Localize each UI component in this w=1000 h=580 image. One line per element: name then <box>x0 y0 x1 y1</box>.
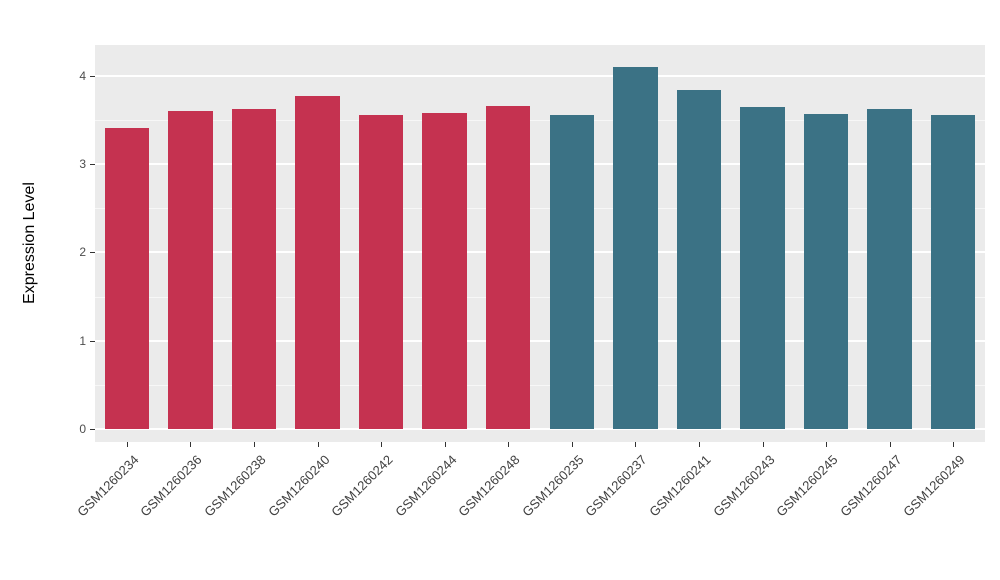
y-tick-label: 2 <box>79 245 86 260</box>
bar-GSM1260242 <box>358 114 404 429</box>
gridline-minor <box>95 384 985 386</box>
x-tick-mark <box>508 442 510 447</box>
x-tick-mark <box>826 442 828 447</box>
bar-GSM1260247 <box>867 108 912 429</box>
x-tick-mark <box>571 442 573 447</box>
gridline-minor <box>95 120 985 122</box>
x-tick-mark <box>889 442 891 447</box>
x-tick-mark <box>381 442 383 447</box>
gridline-major <box>95 251 985 254</box>
bar-GSM1260249 <box>930 114 976 429</box>
y-tick-label: 0 <box>79 422 86 436</box>
x-tick-mark <box>190 442 192 447</box>
x-tick-mark <box>635 442 637 447</box>
x-tick-label: GSM1260234 <box>74 452 142 520</box>
y-tick-mark <box>90 252 95 254</box>
y-tick-mark <box>90 429 95 430</box>
gridline-minor <box>95 296 985 298</box>
bar-GSM1260240 <box>295 96 340 429</box>
bar-GSM1260248 <box>485 105 531 429</box>
x-tick-mark <box>444 442 446 447</box>
y-tick-label: 4 <box>79 68 86 83</box>
x-tick-mark <box>698 442 700 447</box>
bar-GSM1260236 <box>168 111 213 429</box>
y-tick-mark <box>90 75 95 77</box>
gridline-major <box>95 339 985 342</box>
gridline-minor <box>95 208 985 210</box>
x-tick-mark <box>762 442 764 447</box>
y-tick-mark <box>90 340 95 342</box>
bar-GSM1260238 <box>231 109 277 429</box>
bar-GSM1260244 <box>422 112 467 429</box>
x-tick-mark <box>317 442 319 447</box>
x-tick-mark <box>253 442 255 447</box>
gridline-major <box>95 74 985 77</box>
gridline-major <box>95 163 985 166</box>
bar-GSM1260245 <box>803 113 849 429</box>
x-tick-mark <box>953 442 955 447</box>
bar-GSM1260234 <box>104 127 150 429</box>
chart-panel <box>95 45 985 442</box>
bar-GSM1260241 <box>676 90 722 429</box>
y-tick-label: 1 <box>79 333 86 348</box>
y-tick-mark <box>90 164 95 166</box>
x-tick-mark <box>126 442 128 447</box>
bar-GSM1260235 <box>549 114 595 429</box>
bar-GSM1260237 <box>613 67 658 429</box>
gridline-major <box>95 428 985 430</box>
y-axis-title: Expression Level <box>21 182 38 304</box>
bar-GSM1260243 <box>740 106 785 429</box>
y-tick-label: 3 <box>79 157 86 172</box>
